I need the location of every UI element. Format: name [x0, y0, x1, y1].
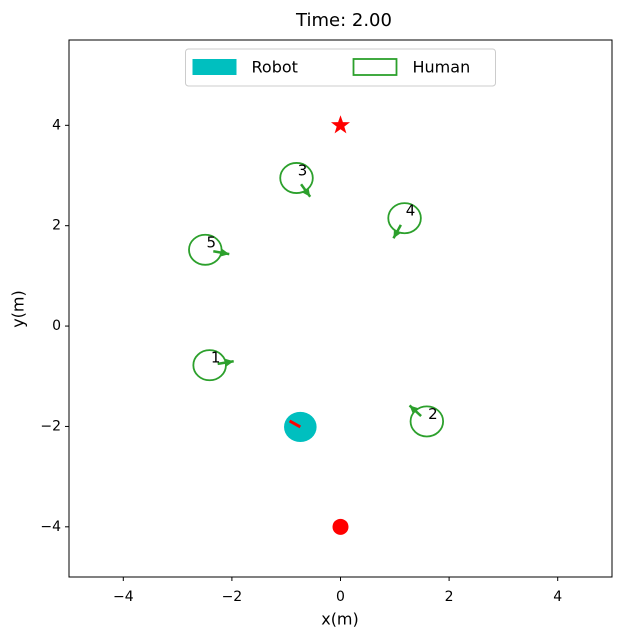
human-id: 5	[207, 233, 217, 251]
human-heading-head	[220, 248, 230, 257]
legend-swatch	[192, 59, 237, 75]
x-axis-label: x(m)	[321, 610, 359, 629]
legend-box	[185, 48, 496, 87]
y-tick-label: 2	[52, 218, 61, 234]
human	[279, 162, 314, 194]
human	[387, 202, 422, 235]
x-tick-label: 2	[445, 589, 454, 605]
y-tick-label: 0	[52, 318, 61, 334]
y-tick-label: −2	[40, 418, 61, 434]
human-heading-head	[302, 187, 311, 197]
y-tick-label: 4	[52, 117, 61, 133]
robot	[284, 411, 317, 442]
human-id: 1	[211, 349, 221, 367]
human-id: 3	[298, 162, 308, 180]
human	[192, 349, 227, 382]
y-tick-label: −4	[40, 519, 61, 535]
human	[409, 405, 445, 438]
x-tick-label: 4	[553, 589, 562, 605]
legend-label: Robot	[252, 58, 298, 77]
human-id: 2	[428, 405, 438, 423]
x-tick-label: −2	[222, 589, 243, 605]
legend-label: Human	[413, 58, 471, 77]
x-tick-label: 0	[336, 589, 345, 605]
goal-marker	[331, 115, 350, 134]
human-heading-head	[409, 405, 419, 414]
robot-heading	[288, 419, 302, 429]
start-marker	[332, 518, 349, 535]
x-tick-label: −4	[113, 589, 134, 605]
y-axis-label: y(m)	[9, 290, 28, 328]
chart-title: Time: 2.00	[295, 10, 392, 31]
legend-swatch	[352, 58, 398, 76]
human-heading-head	[225, 358, 234, 367]
human	[188, 233, 223, 266]
human-id: 4	[406, 202, 416, 220]
legend: Robot Human	[185, 48, 496, 87]
human-heading-head	[393, 229, 401, 239]
